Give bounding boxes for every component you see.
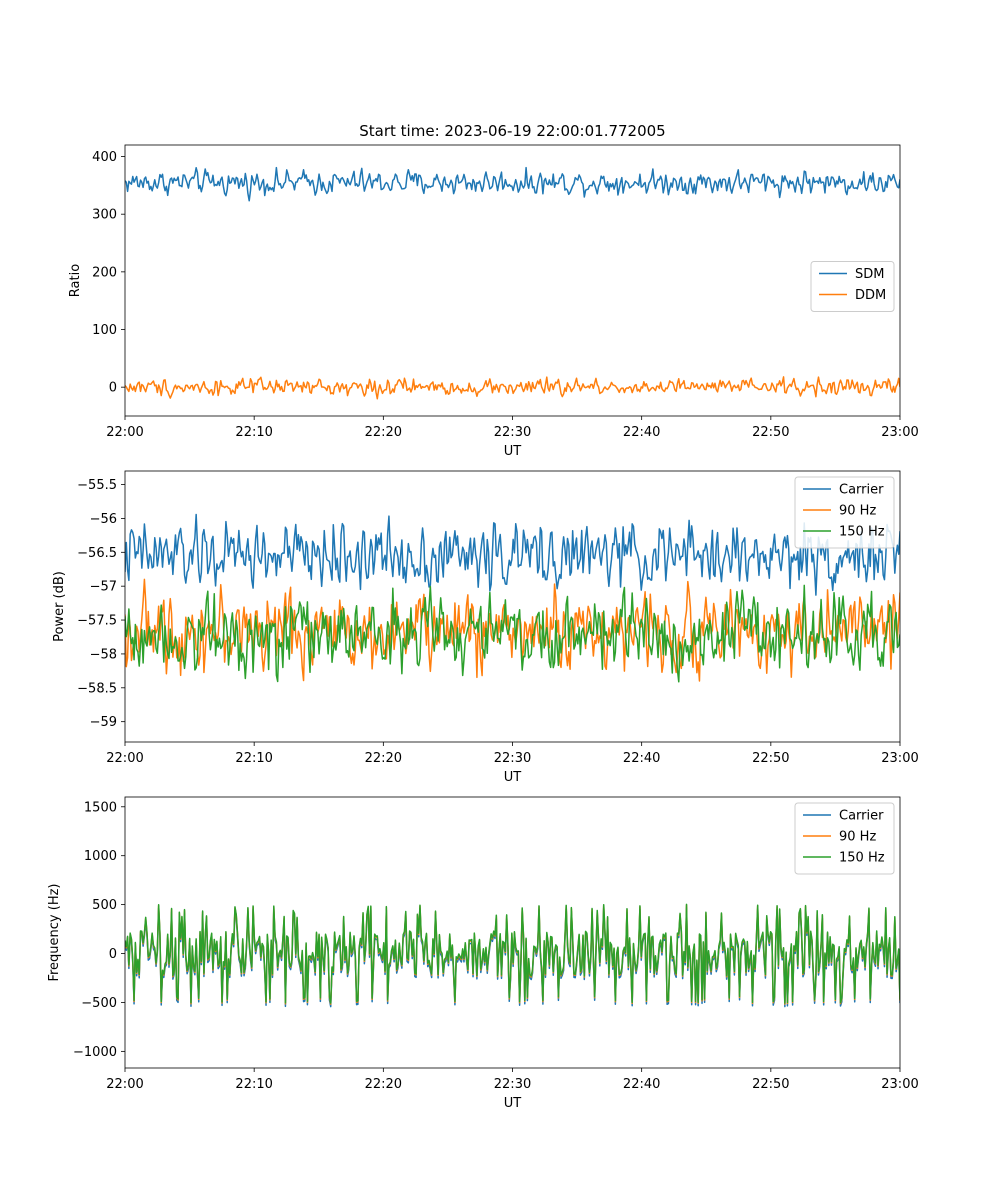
y-tick-label: −57.5 [77,614,117,629]
x-tick-label: 22:50 [752,1077,789,1092]
legend: SDM DDM [810,261,895,312]
panel-2: 22:00 22:10 22:20 22:30 22:40 22:50 23:00 −59 −5… [52,470,919,785]
x-tick-label: 22:40 [623,751,660,766]
y-tick-label: 200 [92,265,117,280]
y-tick-label: −500 [81,996,117,1011]
y-tick-label: −1000 [73,1045,117,1060]
panel-1: 22:00 22:10 22:20 22:30 22:40 22:50 23:00 0 100 2… [68,144,919,459]
legend-entry: DDM [855,288,886,303]
y-axis-label: Frequency (Hz) [47,883,62,981]
series-line-carrier [125,513,900,596]
y-tick-label: −59 [90,715,117,730]
legend: Carrier 90 Hz 150 Hz [794,802,895,875]
y-tick-label: 300 [92,208,117,223]
x-tick-label: 22:50 [752,425,789,440]
y-tick-label: 0 [109,947,117,962]
series-line-ddm [125,376,900,400]
x-tick-label: 22:20 [365,425,402,440]
legend-entry: 90 Hz [839,504,876,519]
x-tick-label: 22:10 [235,425,272,440]
y-tick-label: 0 [109,381,117,396]
x-tick-label: 22:00 [106,425,143,440]
y-tick-label: 1000 [84,849,117,864]
x-tick-label: 22:40 [623,425,660,440]
y-tick-label: 1500 [84,800,117,815]
y-tick-label: −58 [90,647,117,662]
series-line-150-hz [125,903,900,1004]
series-group [125,166,900,400]
y-tick-label: −56 [90,512,117,527]
x-axis-label: UT [504,770,522,785]
series-line-150-hz [125,584,900,683]
x-tick-label: 23:00 [881,425,918,440]
legend-entry: Carrier [839,483,884,498]
x-tick-label: 22:00 [106,751,143,766]
y-axis-label: Ratio [68,264,83,297]
legend-entry: 150 Hz [839,525,885,540]
series-line-sdm [125,166,900,202]
x-tick-label: 22:40 [623,1077,660,1092]
x-tick-label: 22:20 [365,751,402,766]
y-tick-label: 500 [92,898,117,913]
series-group [125,903,900,1008]
x-tick-label: 22:10 [235,751,272,766]
x-tick-label: 22:10 [235,1077,272,1092]
x-axis-label: UT [504,1096,522,1111]
legend-entry: Carrier [839,809,884,824]
y-tick-label: 100 [92,323,117,338]
x-tick-label: 22:30 [494,425,531,440]
legend-entry: 150 Hz [839,851,885,866]
y-tick-label: 400 [92,150,117,165]
y-tick-label: −58.5 [77,681,117,696]
x-tick-label: 22:20 [365,1077,402,1092]
y-axis-label: Power (dB) [52,571,67,642]
panels: 22:00 22:10 22:20 22:30 22:40 22:50 23:00 0 100 2… [47,144,919,1111]
x-axis-label: UT [504,444,522,459]
legend-entry: 90 Hz [839,830,876,845]
x-tick-label: 22:50 [752,751,789,766]
chart-title: Start time: 2023-06-19 22:00:01.772005 [359,122,665,140]
y-tick-label: −55.5 [77,478,117,493]
legend: Carrier 90 Hz 150 Hz [794,476,895,549]
panel-3: 22:00 22:10 22:20 22:30 22:40 22:50 23:00 −1000… [47,796,919,1111]
x-tick-label: 22:00 [106,1077,143,1092]
x-tick-label: 22:30 [494,1077,531,1092]
y-tick-label: −57 [90,580,117,595]
series-group [125,513,900,683]
legend-entry: SDM [855,267,884,282]
x-tick-label: 23:00 [881,751,918,766]
x-tick-label: 23:00 [881,1077,918,1092]
x-tick-label: 22:30 [494,751,531,766]
y-tick-label: −56.5 [77,546,117,561]
